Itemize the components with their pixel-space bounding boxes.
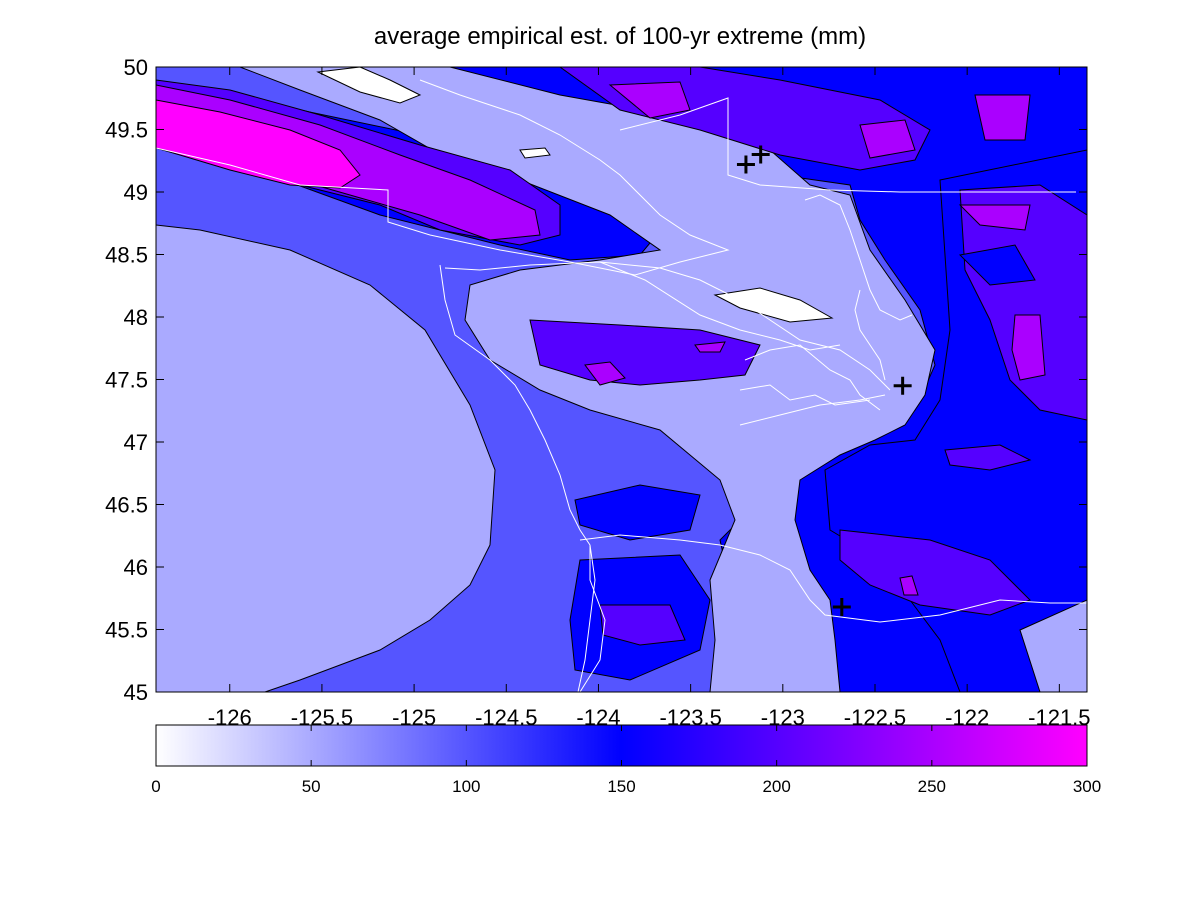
contour-plot <box>156 67 1087 692</box>
contour-fill-250-300-se <box>899 575 919 596</box>
y-tick-label: 47.5 <box>105 368 148 393</box>
y-tick-label: 48 <box>124 305 148 330</box>
colorbar <box>155 724 1088 767</box>
y-axis: 45 45.5 46 46.5 47 47.5 48 48.5 49 49.5 50 <box>105 55 1087 705</box>
y-tick-label: 46 <box>124 555 148 580</box>
station-marker <box>893 376 912 395</box>
colorbar-tick-label: 100 <box>452 777 480 796</box>
y-tick-label: 50 <box>124 55 148 80</box>
y-tick-label: 48.5 <box>105 243 148 268</box>
y-tick-label: 45.5 <box>105 618 148 643</box>
station-marker <box>751 145 770 164</box>
contour-fill-250-300-east <box>958 204 1046 381</box>
contour-fill-0-50-a <box>316 67 422 104</box>
colorbar-tick-label: 0 <box>151 777 160 796</box>
y-tick-label: 45 <box>124 680 148 705</box>
colorbar-ticks: 0 50 100 150 200 250 300 <box>151 725 1101 796</box>
station-markers <box>736 145 912 616</box>
coastline <box>156 79 1087 692</box>
y-tick-label: 49.5 <box>105 118 148 143</box>
station-marker <box>832 598 851 616</box>
contour-fill-300-nw <box>156 99 361 189</box>
contour-fill-250-300-olympic <box>584 341 726 386</box>
contour-fill-150-200-coast <box>574 484 701 541</box>
y-tick-label: 49 <box>124 180 148 205</box>
colorbar-tick-label: 50 <box>302 777 321 796</box>
contour-fill-200-250-east <box>959 184 1087 421</box>
contour-fill-150-200-east-hole <box>958 244 1036 286</box>
colorbar-tick-label: 150 <box>607 777 635 796</box>
y-tick-label: 47 <box>124 430 148 455</box>
chart-title: average empirical est. of 100-yr extreme… <box>374 23 866 50</box>
contour-fill-0-50-c <box>713 287 834 323</box>
contour-fill-200-250-se <box>839 529 1031 616</box>
contour-fill-50-100-se <box>1019 599 1087 692</box>
colorbar-tick-label: 200 <box>762 777 790 796</box>
contour-fill-250-300-north <box>608 81 1031 159</box>
contour-fill-200-250-sw <box>599 604 686 646</box>
y-tick-label: 46.5 <box>105 493 148 518</box>
contour-fill-200-250-ne2 <box>944 444 1032 471</box>
colorbar-tick-label: 250 <box>918 777 946 796</box>
colorbar-tick-label: 300 <box>1073 777 1101 796</box>
contour-fill-0-50-b <box>519 147 551 159</box>
station-marker <box>736 155 755 174</box>
